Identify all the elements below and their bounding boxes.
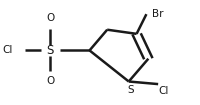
- Text: Br: Br: [152, 9, 164, 19]
- Text: O: O: [46, 13, 54, 24]
- Text: S: S: [47, 44, 54, 57]
- Text: O: O: [46, 76, 54, 86]
- Text: Cl: Cl: [158, 86, 169, 96]
- Text: Cl: Cl: [3, 45, 13, 55]
- Text: S: S: [127, 85, 134, 95]
